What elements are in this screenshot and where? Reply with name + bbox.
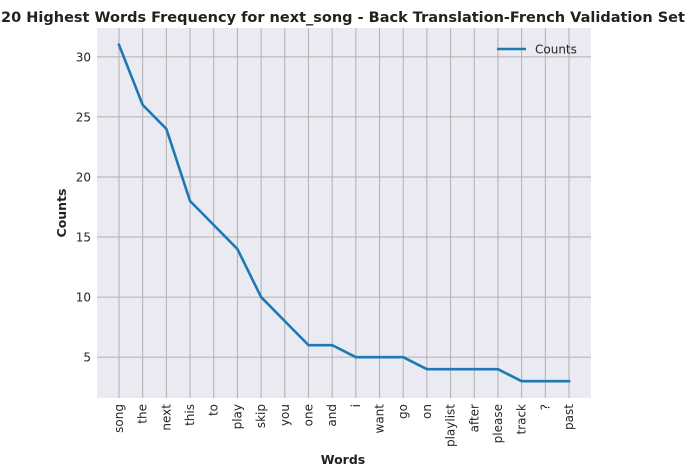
x-tick-label: want [373,404,387,434]
x-tick-label: past [562,404,576,430]
chart-title: 20 Highest Words Frequency for next_song… [1,10,685,26]
x-tick-label: ? [538,404,552,410]
x-tick-label: play [230,404,244,429]
x-axis-title: Words [321,452,365,467]
x-tick-label: you [278,404,292,426]
x-tick-label: and [325,404,339,427]
y-tick-label: 5 [83,351,91,365]
x-tick-labels: song the next this to play skip you one and i want g… [112,404,576,447]
legend-label-counts: Counts [535,43,577,57]
plot-area [97,28,591,398]
x-tick-label: one [301,404,315,426]
y-tick-label: 25 [76,110,91,124]
y-tick-label: 20 [76,170,91,184]
x-tick-label: song [112,404,126,433]
x-tick-label: skip [254,404,268,428]
x-tick-label: on [420,404,434,419]
y-axis-title: Counts [54,189,69,238]
x-tick-label: playlist [444,404,458,447]
y-tick-label: 30 [76,50,91,64]
x-tick-label: this [183,404,197,426]
x-tick-label: i [349,404,363,407]
x-tick-label: after [467,404,481,432]
x-tick-label: please [491,404,505,443]
x-tick-label: next [159,404,173,431]
x-tick-label: track [515,404,529,435]
x-tick-label: to [207,404,221,416]
y-tick-labels: 5 10 15 20 25 30 [76,50,91,364]
x-tick-label: the [136,404,150,424]
y-tick-label: 15 [76,231,91,245]
x-tick-label: go [396,404,410,419]
y-tick-label: 10 [76,291,91,305]
